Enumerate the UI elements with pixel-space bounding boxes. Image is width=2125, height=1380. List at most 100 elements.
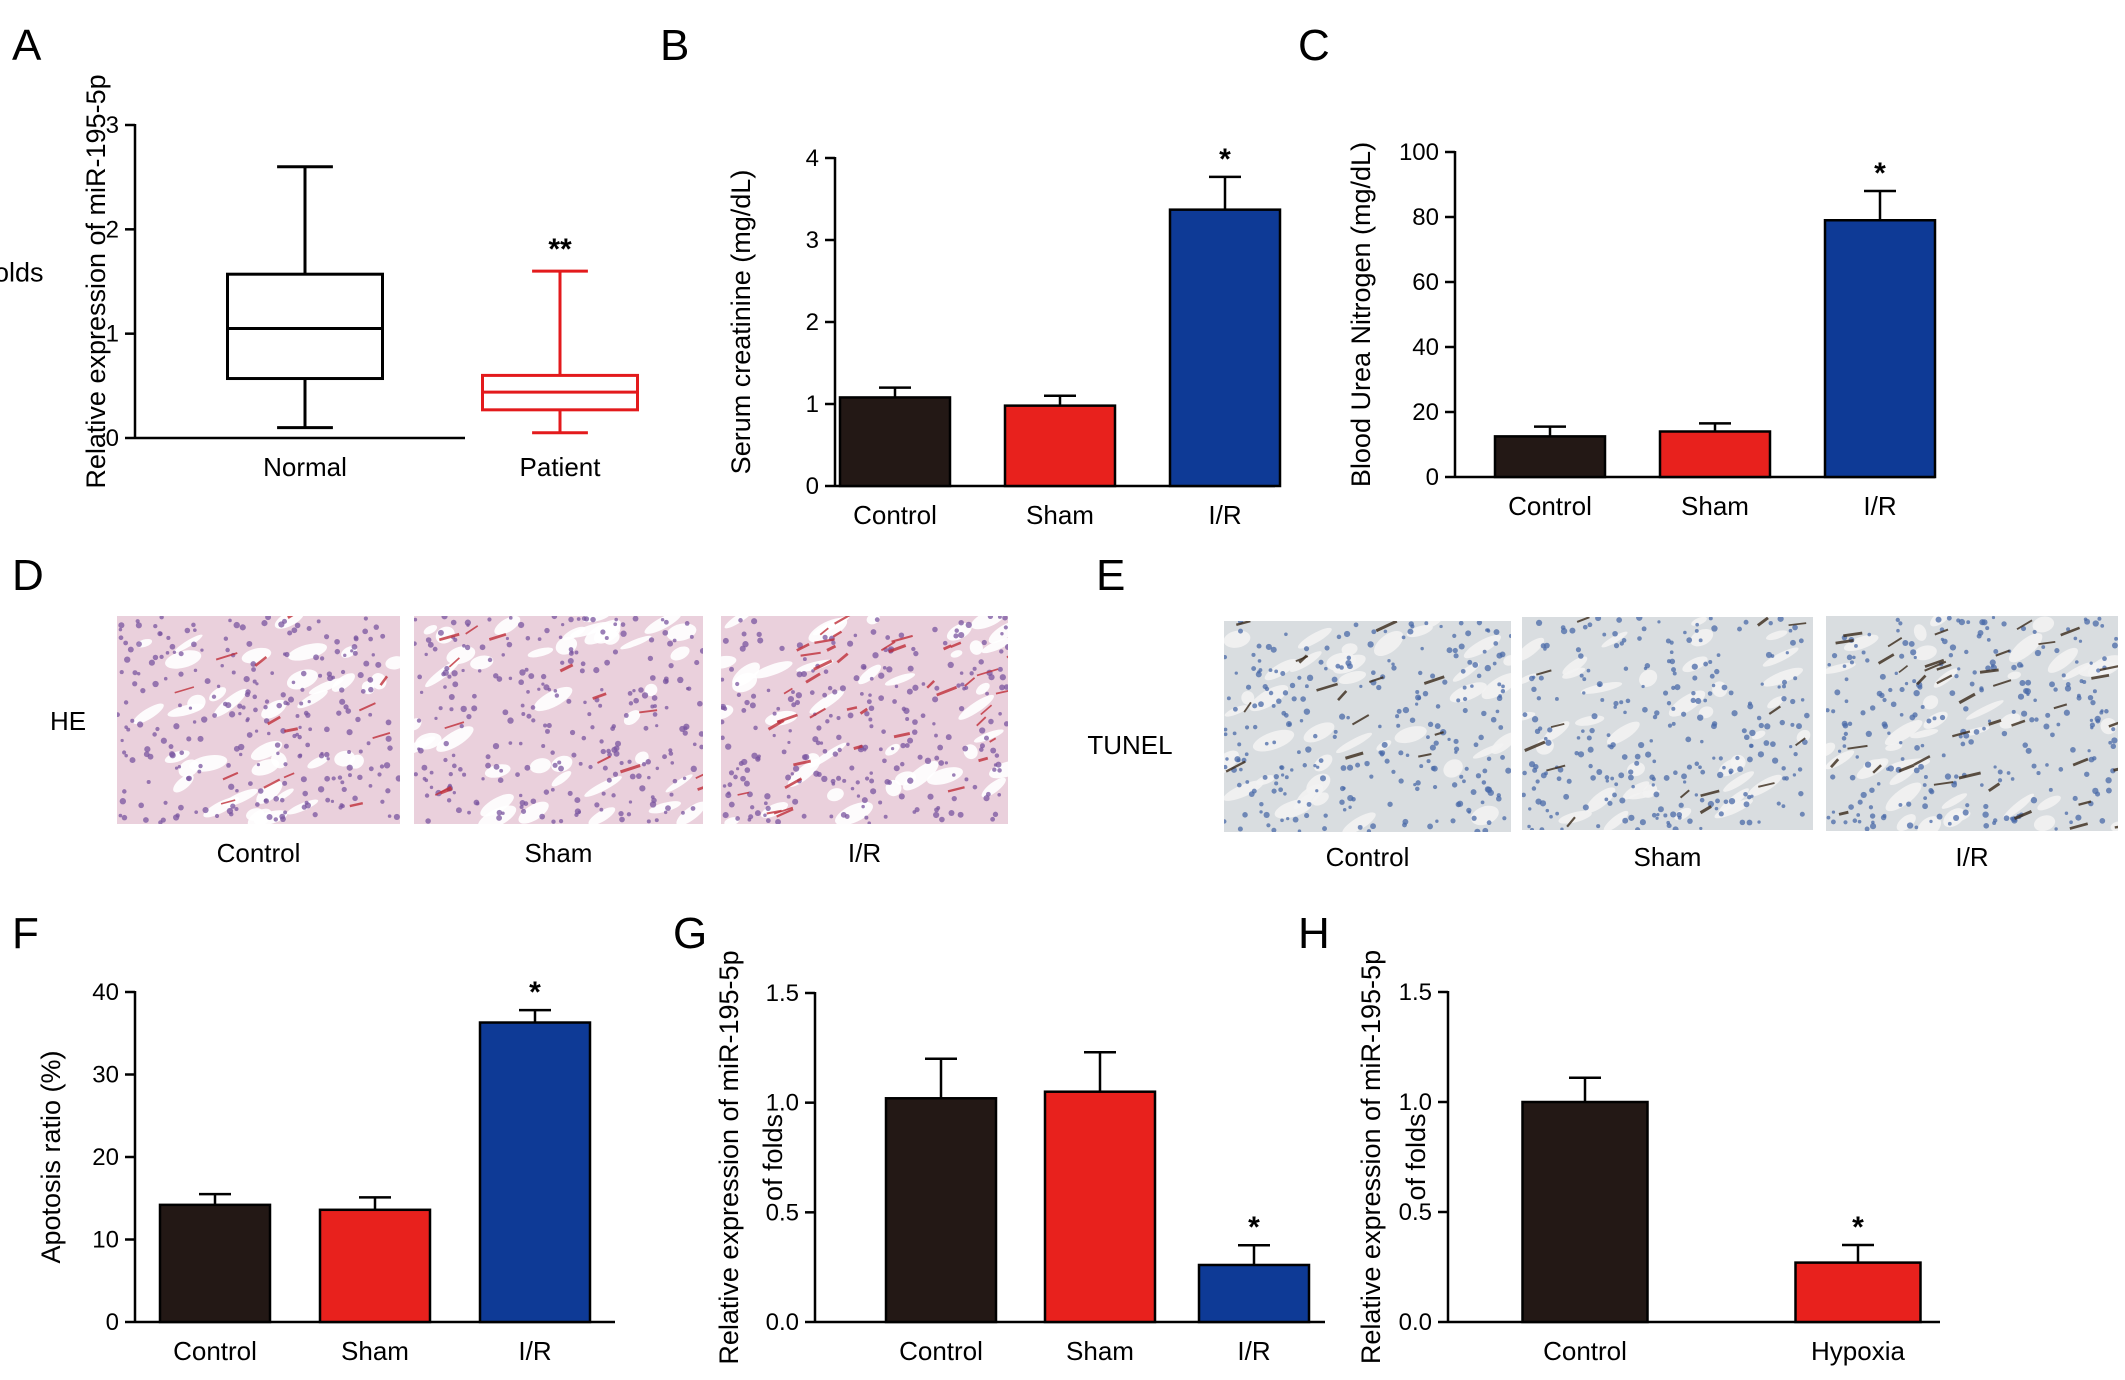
significance-marker: * bbox=[1248, 1211, 1260, 1244]
bar-h-1 bbox=[1794, 1261, 1922, 1324]
row-label-e: TUNEL bbox=[1087, 730, 1172, 760]
x-category-label-b: Sham bbox=[1026, 500, 1094, 530]
y-axis-label-h: Relative expression of miR-195-5p bbox=[1356, 950, 1386, 1364]
y-axis-label-b: Serum creatinine (mg/dL) bbox=[726, 170, 756, 475]
x-category-label-f: Sham bbox=[341, 1336, 409, 1366]
bar-g-0 bbox=[884, 1097, 998, 1324]
x-category-label-c: Control bbox=[1508, 491, 1592, 521]
significance-marker: ** bbox=[548, 233, 572, 266]
panel-c-bar-chart: 0 20 40 60 80 100 Blood Urea Nitrogen (mg/dL) C… bbox=[1346, 139, 1937, 521]
y-tick-label-h: 1.0 bbox=[1399, 1089, 1432, 1116]
micrograph-d-0 bbox=[117, 616, 400, 824]
x-category-label-g: Sham bbox=[1066, 1336, 1134, 1366]
panel-label-f: F bbox=[12, 909, 39, 958]
x-category-label-b: I/R bbox=[1208, 500, 1241, 530]
y-tick-label-c: 80 bbox=[1412, 204, 1439, 231]
y-tick-label-h: 0.0 bbox=[1399, 1309, 1432, 1336]
bar-b-1 bbox=[1003, 404, 1117, 488]
x-category-label-g: Control bbox=[899, 1336, 983, 1366]
panel-label-a: A bbox=[12, 21, 42, 70]
y-tick-label-c: 60 bbox=[1412, 269, 1439, 296]
micrograph-caption-d: I/R bbox=[848, 838, 881, 868]
y-axis-label-h: of folds bbox=[1401, 1113, 1431, 1200]
micrograph-caption-d: Sham bbox=[525, 838, 593, 868]
y-tick-label-f: 10 bbox=[92, 1227, 119, 1254]
bar-f-1 bbox=[318, 1208, 432, 1324]
y-tick-label-b: 2 bbox=[806, 309, 819, 336]
x-category-label-c: Sham bbox=[1681, 491, 1749, 521]
panel-label-c: C bbox=[1298, 21, 1330, 70]
panel-label-d: D bbox=[12, 551, 44, 600]
bar-b-0 bbox=[838, 396, 952, 488]
significance-marker: * bbox=[1219, 143, 1231, 176]
y-tick-label-g: 1.5 bbox=[766, 980, 799, 1007]
y-tick-label-h: 0.5 bbox=[1399, 1199, 1432, 1226]
panel-g-bar-chart: 0.0 0.5 1.0 1.5 Relative expression of miR-1… bbox=[714, 950, 1325, 1366]
x-category-label-h: Control bbox=[1543, 1336, 1627, 1366]
y-tick-label-a: 0 bbox=[106, 425, 119, 452]
x-category-label-f: Control bbox=[173, 1336, 257, 1366]
y-axis-label-a: of folds bbox=[0, 258, 44, 288]
y-axis-label-f: Apotosis ratio (%) bbox=[36, 1050, 66, 1263]
y-axis-label-a: Relative expression of miR-195-5p bbox=[81, 74, 111, 488]
y-tick-label-b: 4 bbox=[806, 145, 819, 172]
significance-marker: * bbox=[1852, 1211, 1864, 1244]
y-tick-label-g: 1.0 bbox=[766, 1090, 799, 1117]
y-tick-label-f: 20 bbox=[92, 1144, 119, 1171]
bar-c-1 bbox=[1658, 430, 1772, 479]
panel-label-b: B bbox=[660, 21, 689, 70]
y-tick-label-c: 100 bbox=[1399, 139, 1439, 166]
y-tick-label-f: 0 bbox=[106, 1309, 119, 1336]
y-tick-label-f: 40 bbox=[92, 979, 119, 1006]
bar-c-2 bbox=[1823, 219, 1937, 479]
micrograph-e-0 bbox=[1224, 621, 1511, 832]
panel-e-micrographs: TUNEL Control Sham I/R bbox=[1087, 616, 2118, 872]
y-axis-label-c: Blood Urea Nitrogen (mg/dL) bbox=[1346, 142, 1376, 487]
x-category-label-f: I/R bbox=[518, 1336, 551, 1366]
x-category-label-b: Control bbox=[853, 500, 937, 530]
y-tick-label-b: 1 bbox=[806, 391, 819, 418]
row-label-d: HE bbox=[50, 706, 86, 736]
x-category-label-c: I/R bbox=[1863, 491, 1896, 521]
panel-d-micrographs: HE Control Sham I/R bbox=[50, 616, 1008, 868]
x-category-label-a: Normal bbox=[263, 452, 347, 482]
x-category-label-a: Patient bbox=[520, 452, 602, 482]
micrograph-caption-e: I/R bbox=[1955, 842, 1988, 872]
panel-h-bar-chart: 0.0 0.5 1.0 1.5 Relative expression of miR-1… bbox=[1356, 950, 1940, 1366]
bar-c-0 bbox=[1493, 435, 1607, 479]
x-category-label-g: I/R bbox=[1237, 1336, 1270, 1366]
micrograph-caption-e: Control bbox=[1326, 842, 1410, 872]
x-category-label-h: Hypoxia bbox=[1811, 1336, 1905, 1366]
y-axis-label-g: of folds bbox=[758, 1114, 788, 1201]
y-tick-label-f: 30 bbox=[92, 1062, 119, 1089]
y-tick-label-c: 0 bbox=[1426, 464, 1439, 491]
micrograph-caption-e: Sham bbox=[1634, 842, 1702, 872]
significance-marker: * bbox=[529, 976, 541, 1009]
y-tick-label-b: 0 bbox=[806, 473, 819, 500]
box bbox=[226, 272, 384, 381]
y-tick-label-c: 40 bbox=[1412, 334, 1439, 361]
micrograph-d-1 bbox=[414, 616, 703, 824]
y-axis-label-g: Relative expression of miR-195-5p bbox=[714, 950, 744, 1364]
micrograph-e-2 bbox=[1826, 616, 2118, 831]
y-tick-label-c: 20 bbox=[1412, 399, 1439, 426]
panel-label-h: H bbox=[1298, 909, 1330, 958]
micrograph-e-1 bbox=[1522, 617, 1813, 830]
panel-label-e: E bbox=[1096, 551, 1125, 600]
panel-b-bar-chart: 0 1 2 3 4 Serum creatinine (mg/dL) Control Sham… bbox=[726, 143, 1282, 530]
y-tick-label-a: 2 bbox=[106, 216, 119, 243]
y-tick-label-b: 3 bbox=[806, 227, 819, 254]
micrograph-caption-d: Control bbox=[217, 838, 301, 868]
bar-g-2 bbox=[1197, 1263, 1311, 1324]
y-tick-label-g: 0.5 bbox=[766, 1199, 799, 1226]
panel-label-g: G bbox=[673, 909, 707, 958]
bar-f-2 bbox=[478, 1021, 592, 1324]
y-tick-label-g: 0.0 bbox=[766, 1309, 799, 1336]
significance-marker: * bbox=[1874, 157, 1886, 190]
y-tick-label-a: 3 bbox=[106, 112, 119, 139]
panel-f-bar-chart: 0 10 20 30 40 Apotosis ratio (%) Control Sham I/… bbox=[36, 976, 615, 1366]
bar-f-0 bbox=[158, 1203, 272, 1324]
bar-h-0 bbox=[1521, 1100, 1649, 1324]
